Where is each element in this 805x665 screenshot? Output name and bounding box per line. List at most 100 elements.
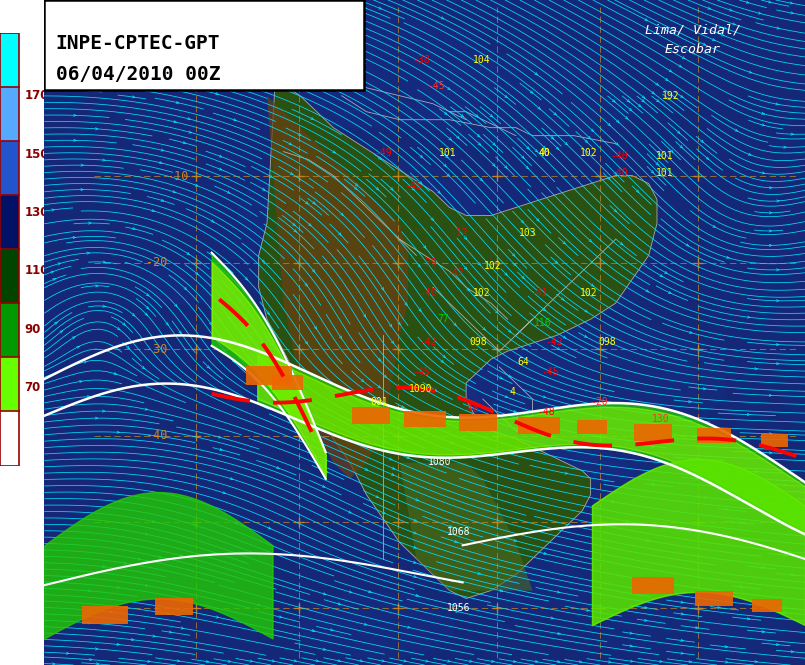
FancyArrowPatch shape (391, 473, 394, 475)
FancyArrowPatch shape (347, 55, 349, 57)
FancyArrowPatch shape (770, 211, 772, 214)
FancyArrowPatch shape (477, 134, 480, 137)
FancyArrowPatch shape (755, 660, 758, 663)
Text: 101: 101 (655, 151, 673, 162)
FancyArrowPatch shape (483, 328, 485, 330)
Text: -12: -12 (450, 227, 468, 238)
FancyArrowPatch shape (414, 519, 416, 521)
FancyArrowPatch shape (509, 375, 511, 377)
FancyArrowPatch shape (681, 639, 683, 642)
FancyArrowPatch shape (390, 188, 393, 190)
FancyArrowPatch shape (701, 140, 704, 142)
FancyArrowPatch shape (505, 396, 508, 398)
FancyArrowPatch shape (180, 555, 183, 557)
Bar (696, 428, 731, 443)
FancyArrowPatch shape (53, 279, 56, 281)
FancyArrowPatch shape (277, 467, 279, 469)
FancyArrowPatch shape (324, 470, 328, 472)
Text: Lima/ Vidal/: Lima/ Vidal/ (646, 23, 741, 37)
Text: 130: 130 (652, 414, 669, 424)
FancyArrowPatch shape (145, 408, 147, 410)
FancyArrowPatch shape (378, 7, 382, 9)
FancyArrowPatch shape (420, 155, 423, 158)
FancyArrowPatch shape (735, 129, 737, 131)
FancyArrowPatch shape (585, 140, 588, 143)
FancyArrowPatch shape (191, 1, 193, 4)
FancyArrowPatch shape (514, 410, 516, 412)
FancyArrowPatch shape (636, 190, 639, 193)
FancyArrowPatch shape (60, 331, 63, 333)
FancyArrowPatch shape (227, 1, 229, 3)
FancyArrowPatch shape (131, 638, 134, 640)
FancyArrowPatch shape (514, 660, 516, 662)
FancyArrowPatch shape (565, 142, 568, 145)
Ellipse shape (431, 271, 575, 334)
FancyArrowPatch shape (762, 172, 765, 174)
Bar (0, 196, 19, 249)
FancyArrowPatch shape (526, 166, 529, 169)
FancyArrowPatch shape (651, 170, 654, 173)
FancyArrowPatch shape (114, 372, 117, 374)
Polygon shape (400, 463, 533, 591)
FancyArrowPatch shape (447, 174, 449, 176)
FancyArrowPatch shape (589, 239, 592, 242)
FancyArrowPatch shape (258, 45, 260, 47)
FancyArrowPatch shape (444, 112, 447, 114)
Ellipse shape (453, 231, 654, 319)
Bar (404, 410, 445, 428)
FancyArrowPatch shape (681, 613, 683, 615)
Bar (459, 414, 497, 431)
FancyArrowPatch shape (607, 177, 610, 180)
FancyArrowPatch shape (469, 660, 472, 662)
Bar (82, 606, 128, 624)
FancyArrowPatch shape (364, 7, 367, 9)
Text: -45: -45 (541, 367, 559, 378)
FancyArrowPatch shape (152, 209, 155, 211)
FancyArrowPatch shape (270, 175, 272, 178)
FancyArrowPatch shape (791, 133, 794, 135)
FancyArrowPatch shape (292, 223, 295, 225)
FancyArrowPatch shape (81, 164, 84, 166)
FancyArrowPatch shape (314, 327, 316, 329)
FancyArrowPatch shape (184, 287, 187, 290)
FancyArrowPatch shape (608, 123, 610, 126)
Text: 40: 40 (539, 148, 551, 158)
FancyArrowPatch shape (652, 426, 654, 428)
FancyArrowPatch shape (658, 153, 661, 156)
FancyArrowPatch shape (390, 458, 392, 460)
Ellipse shape (237, 13, 500, 128)
FancyArrowPatch shape (126, 346, 130, 349)
FancyArrowPatch shape (87, 252, 89, 254)
Ellipse shape (617, 461, 789, 536)
Text: -10: -10 (167, 170, 188, 183)
FancyArrowPatch shape (669, 70, 672, 72)
FancyArrowPatch shape (81, 188, 84, 191)
FancyArrowPatch shape (323, 648, 326, 650)
FancyArrowPatch shape (677, 131, 680, 134)
FancyArrowPatch shape (232, 360, 235, 362)
FancyArrowPatch shape (147, 293, 149, 296)
FancyArrowPatch shape (630, 645, 633, 647)
FancyArrowPatch shape (294, 660, 297, 662)
FancyArrowPatch shape (530, 91, 533, 93)
FancyArrowPatch shape (338, 660, 341, 662)
Ellipse shape (338, 373, 482, 436)
FancyArrowPatch shape (305, 201, 308, 204)
FancyArrowPatch shape (777, 27, 779, 29)
FancyArrowPatch shape (554, 112, 556, 115)
FancyArrowPatch shape (173, 191, 175, 193)
FancyArrowPatch shape (620, 243, 623, 245)
Bar (0, 33, 19, 87)
Bar (0, 412, 19, 465)
FancyArrowPatch shape (187, 252, 189, 255)
FancyArrowPatch shape (262, 188, 265, 190)
FancyArrowPatch shape (740, 586, 742, 588)
FancyArrowPatch shape (538, 107, 540, 109)
FancyArrowPatch shape (449, 138, 452, 140)
FancyArrowPatch shape (145, 585, 148, 587)
FancyArrowPatch shape (746, 1, 749, 3)
FancyArrowPatch shape (312, 201, 316, 204)
FancyArrowPatch shape (768, 1, 771, 3)
FancyArrowPatch shape (330, 628, 333, 631)
Text: 098: 098 (598, 337, 616, 348)
